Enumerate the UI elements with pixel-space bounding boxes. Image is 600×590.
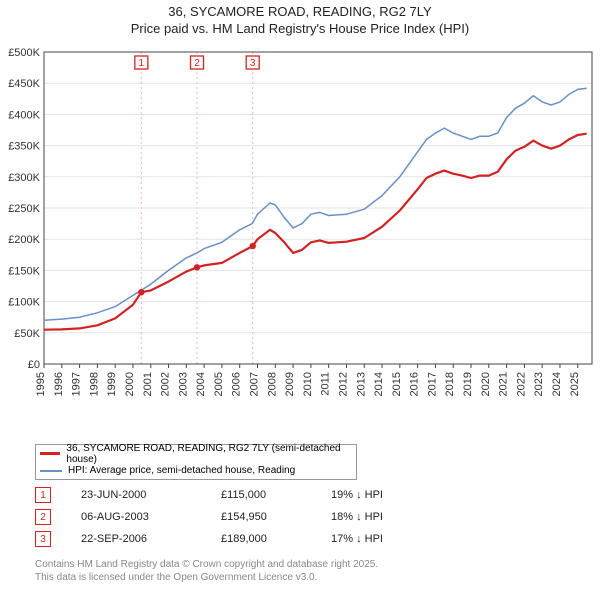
svg-text:1997: 1997 [71, 372, 83, 396]
svg-text:2023: 2023 [533, 372, 545, 396]
legend-label: 36, SYCAMORE ROAD, READING, RG2 7LY (sem… [66, 443, 352, 465]
sale-row: 3 22-SEP-2006£189,00017% ↓ HPI [35, 528, 431, 550]
sale-marker: 2 [35, 509, 51, 525]
svg-text:£300K: £300K [8, 172, 40, 184]
legend-row: HPI: Average price, semi-detached house,… [36, 462, 356, 479]
sale-diff: 19% ↓ HPI [331, 489, 431, 501]
svg-text:£250K: £250K [8, 203, 40, 215]
legend-row: 36, SYCAMORE ROAD, READING, RG2 7LY (sem… [36, 445, 356, 462]
sale-marker: 1 [35, 487, 51, 503]
svg-text:2018: 2018 [444, 372, 456, 396]
footer-line1: Contains HM Land Registry data © Crown c… [35, 559, 378, 572]
svg-text:2005: 2005 [213, 372, 225, 396]
legend-swatch [40, 470, 62, 472]
svg-text:2022: 2022 [515, 372, 527, 396]
legend-label: HPI: Average price, semi-detached house,… [68, 465, 295, 476]
sale-row: 2 06-AUG-2003£154,95018% ↓ HPI [35, 506, 431, 528]
footer-attribution: Contains HM Land Registry data © Crown c… [35, 559, 378, 584]
svg-text:2020: 2020 [480, 372, 492, 396]
svg-text:2006: 2006 [231, 372, 243, 396]
sale-date: 06-AUG-2003 [81, 511, 221, 523]
svg-text:2000: 2000 [124, 372, 136, 396]
svg-text:1: 1 [139, 58, 145, 69]
svg-text:£350K: £350K [8, 141, 40, 153]
svg-text:2001: 2001 [142, 372, 154, 396]
page-title-line1: 36, SYCAMORE ROAD, READING, RG2 7LY [0, 4, 600, 19]
svg-text:1996: 1996 [53, 372, 65, 396]
svg-text:2007: 2007 [249, 372, 261, 396]
svg-text:£400K: £400K [8, 109, 40, 121]
page-title-line2: Price paid vs. HM Land Registry's House … [0, 21, 600, 36]
sale-price: £115,000 [221, 489, 331, 501]
svg-text:2008: 2008 [266, 372, 278, 396]
svg-text:2002: 2002 [160, 372, 172, 396]
svg-text:£50K: £50K [14, 328, 40, 340]
svg-text:2004: 2004 [195, 372, 207, 396]
svg-text:£100K: £100K [8, 297, 40, 309]
svg-text:2024: 2024 [551, 372, 563, 396]
svg-text:2012: 2012 [337, 372, 349, 396]
svg-text:2009: 2009 [284, 372, 296, 396]
svg-text:2010: 2010 [302, 372, 314, 396]
svg-text:2021: 2021 [498, 372, 510, 396]
chart-legend: 36, SYCAMORE ROAD, READING, RG2 7LY (sem… [35, 444, 357, 480]
svg-text:£150K: £150K [8, 265, 40, 277]
svg-text:2014: 2014 [373, 372, 385, 396]
svg-text:3: 3 [250, 58, 256, 69]
svg-text:2015: 2015 [391, 372, 403, 396]
svg-text:2025: 2025 [569, 372, 581, 396]
sale-marker: 3 [35, 531, 51, 547]
footer-line2: This data is licensed under the Open Gov… [35, 572, 378, 585]
svg-text:£500K: £500K [8, 47, 40, 59]
svg-text:2017: 2017 [426, 372, 438, 396]
sale-diff: 17% ↓ HPI [331, 533, 431, 545]
svg-text:1995: 1995 [35, 372, 47, 396]
svg-text:2019: 2019 [462, 372, 474, 396]
svg-text:1999: 1999 [106, 372, 118, 396]
svg-text:2013: 2013 [355, 372, 367, 396]
price-chart: £0 £50K £100K £150K £200K £250K £300K £350K £400… [0, 44, 600, 434]
svg-text:2003: 2003 [177, 372, 189, 396]
sale-events-table: 1 23-JUN-2000£115,00019% ↓ HPI 2 06-AUG-200… [35, 484, 431, 550]
svg-text:1998: 1998 [88, 372, 100, 396]
svg-text:£450K: £450K [8, 78, 40, 90]
legend-swatch [40, 452, 60, 455]
sale-price: £154,950 [221, 511, 331, 523]
sale-diff: 18% ↓ HPI [331, 511, 431, 523]
svg-text:2016: 2016 [409, 372, 421, 396]
sale-date: 22-SEP-2006 [81, 533, 221, 545]
svg-text:£0: £0 [28, 359, 40, 371]
svg-text:2011: 2011 [320, 372, 332, 396]
svg-text:£200K: £200K [8, 234, 40, 246]
sale-price: £189,000 [221, 533, 331, 545]
sale-date: 23-JUN-2000 [81, 489, 221, 501]
svg-text:2: 2 [194, 58, 200, 69]
sale-row: 1 23-JUN-2000£115,00019% ↓ HPI [35, 484, 431, 506]
